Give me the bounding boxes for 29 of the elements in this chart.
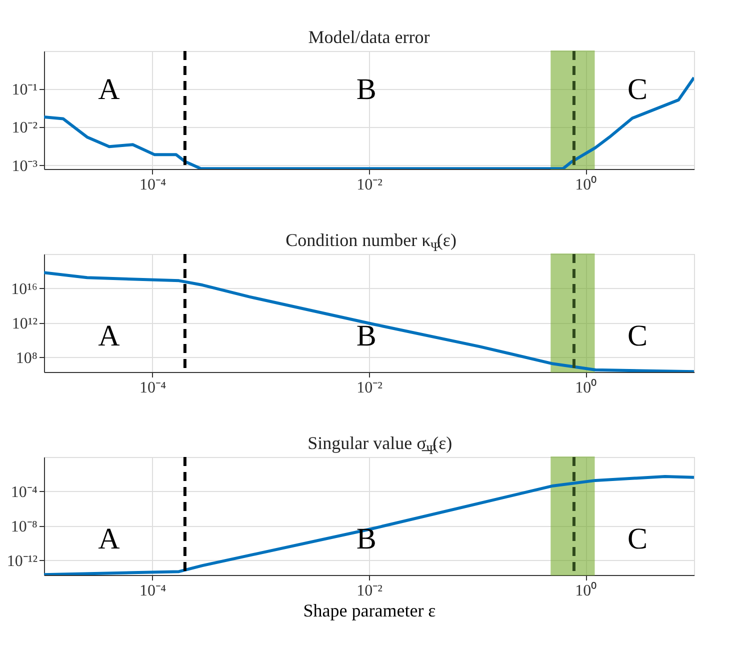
annotation: B bbox=[356, 72, 376, 106]
annotation: C bbox=[627, 320, 648, 353]
annotation: C bbox=[627, 522, 648, 556]
x-tick-label: 10⁻² bbox=[356, 380, 383, 396]
x-tick-label: 10⁰ bbox=[575, 176, 598, 194]
annotation: A bbox=[98, 320, 120, 353]
x-tick-label: 10⁻² bbox=[356, 582, 383, 600]
x-tick-label: 10⁰ bbox=[575, 378, 598, 396]
y-tick-label: 10⁻⁸ bbox=[10, 518, 38, 536]
chart-title: Model/data error bbox=[308, 27, 430, 47]
y-tick-label: 10⁻¹² bbox=[6, 552, 38, 570]
y-tick-label: 10⁸ bbox=[16, 350, 38, 367]
annotation: B bbox=[356, 522, 376, 556]
x-tick-label: 10⁻² bbox=[356, 176, 383, 194]
x-axis-title: Shape parameter ε bbox=[303, 600, 436, 620]
annotation: A bbox=[98, 72, 120, 106]
y-tick-label: 10¹⁶ bbox=[11, 280, 38, 298]
x-tick-label: 10⁻⁴ bbox=[140, 380, 167, 396]
y-tick-label: 10⁻¹ bbox=[12, 82, 38, 99]
annotation: B bbox=[356, 320, 376, 353]
y-tick-label: 10¹² bbox=[12, 315, 38, 332]
x-tick-label: 10⁰ bbox=[575, 582, 598, 600]
annotation: A bbox=[98, 522, 120, 556]
y-tick-label: 10⁻³ bbox=[12, 158, 38, 175]
annotation: C bbox=[627, 72, 648, 106]
y-tick-label: 10⁻² bbox=[12, 120, 38, 137]
x-tick-label: 10⁻⁴ bbox=[140, 176, 167, 194]
y-tick-label: 10⁻⁴ bbox=[10, 484, 38, 501]
x-tick-label: 10⁻⁴ bbox=[140, 582, 167, 600]
